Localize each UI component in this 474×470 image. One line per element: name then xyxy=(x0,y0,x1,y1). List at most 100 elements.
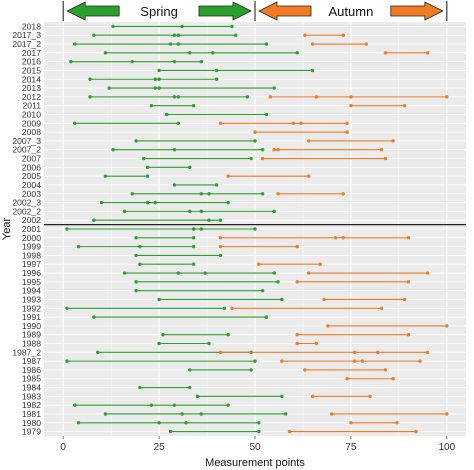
spring-point xyxy=(168,429,173,434)
y-tick-label: 2017 xyxy=(22,48,41,58)
y-tick-label: 2000 xyxy=(22,233,41,243)
autumn-point xyxy=(345,121,349,125)
autumn-point xyxy=(307,139,311,143)
autumn-point xyxy=(341,192,345,196)
y-tick-label: 2014 xyxy=(22,74,41,84)
autumn-point xyxy=(341,33,345,37)
spring-point xyxy=(96,350,100,355)
spring-point xyxy=(72,121,77,125)
autumn-point xyxy=(353,350,357,355)
spring-point xyxy=(218,218,223,222)
spring-point xyxy=(157,86,161,90)
spring-point xyxy=(245,95,250,99)
spring-point xyxy=(172,33,177,37)
autumn-point xyxy=(310,42,315,46)
spring-point xyxy=(176,121,180,125)
spring-point xyxy=(153,77,157,81)
spring-point xyxy=(249,368,253,372)
spring-point xyxy=(176,271,180,275)
autumn-point xyxy=(425,271,430,275)
autumn-point xyxy=(341,236,345,240)
spring-point xyxy=(145,200,150,205)
autumn-point xyxy=(379,148,384,152)
spring-point xyxy=(199,412,203,416)
y-tick-label: 2009 xyxy=(22,118,41,128)
autumn-point xyxy=(402,297,407,302)
y-tick-label: 1980 xyxy=(22,418,41,428)
spring-point xyxy=(103,174,108,178)
y-tick-label: 2005 xyxy=(22,171,41,181)
autumn-point xyxy=(307,174,311,178)
autumn-point xyxy=(391,377,395,381)
y-tick-label: 1991 xyxy=(22,312,41,322)
spring-point xyxy=(214,68,219,73)
y-tick-label: 2013 xyxy=(22,83,41,93)
spring-point xyxy=(276,280,280,284)
autumn-arrow-right xyxy=(390,1,444,21)
y-tick-label: 2018 xyxy=(22,21,41,31)
autumn-point xyxy=(295,341,299,346)
autumn-point xyxy=(445,412,449,416)
spring-point xyxy=(138,385,142,390)
spring-point xyxy=(260,288,265,293)
y-tick-label: 2008 xyxy=(22,127,41,137)
spring-point xyxy=(142,156,146,161)
spring-point xyxy=(92,33,96,37)
autumn-point xyxy=(314,95,319,99)
autumn-point xyxy=(280,359,284,363)
spring-point xyxy=(176,95,180,99)
y-tick-label: 1979 xyxy=(22,427,41,437)
spring-point xyxy=(145,174,150,178)
autumn-point xyxy=(379,306,384,310)
season-banners: Spring Autumn xyxy=(62,1,448,21)
spring-point xyxy=(99,200,104,205)
spring-point xyxy=(199,192,203,196)
y-tick-label: 2007 xyxy=(22,154,41,164)
y-tick-label: 1987_2 xyxy=(12,347,41,357)
autumn-point xyxy=(303,368,307,372)
y-tick-label: 1983 xyxy=(22,391,41,401)
autumn-point xyxy=(287,429,292,434)
spring-point xyxy=(69,59,73,64)
spring-point xyxy=(257,429,261,434)
spring-point xyxy=(211,51,215,55)
spring-point xyxy=(157,421,161,425)
x-tick-labels: 0 25 50 75 100 xyxy=(60,436,456,453)
spring-point xyxy=(103,51,108,55)
spring-point xyxy=(188,165,192,170)
x-axis-title: Measurement points xyxy=(205,457,305,469)
spring-point xyxy=(264,112,269,117)
y-tick-label: 1985 xyxy=(22,374,41,384)
y-tick-label: 1981 xyxy=(22,409,41,419)
spring-point xyxy=(226,403,230,407)
spring-point xyxy=(253,359,257,363)
spring-point xyxy=(157,68,161,73)
spring-point xyxy=(172,403,177,407)
y-tick-label: 2007_3 xyxy=(12,136,41,146)
spring-point xyxy=(88,77,92,81)
spring-point xyxy=(65,227,69,231)
spring-point xyxy=(203,271,207,275)
y-tick-label: 1984 xyxy=(22,383,41,393)
autumn-point xyxy=(383,368,388,372)
spring-point xyxy=(161,333,165,337)
spring-point xyxy=(226,200,230,205)
spring-point xyxy=(176,33,180,37)
autumn-point xyxy=(406,333,411,337)
spring-point xyxy=(295,51,299,55)
x-tick-label: 75 xyxy=(345,442,357,453)
autumn-point xyxy=(368,394,372,399)
autumn-point xyxy=(226,174,230,178)
y-tick-label: 2002_2 xyxy=(12,206,41,216)
spring-point xyxy=(157,77,161,81)
spring-point xyxy=(199,227,203,231)
spring-point xyxy=(191,103,196,108)
spring-point xyxy=(253,227,257,231)
spring-point xyxy=(165,112,169,117)
spring-point xyxy=(214,77,219,81)
spring-point xyxy=(149,103,154,108)
spring-point xyxy=(65,359,69,363)
y-tick-label: 1982 xyxy=(22,400,41,410)
y-tick-label: 2012 xyxy=(22,92,41,102)
y-tick-label: 2006 xyxy=(22,162,41,172)
